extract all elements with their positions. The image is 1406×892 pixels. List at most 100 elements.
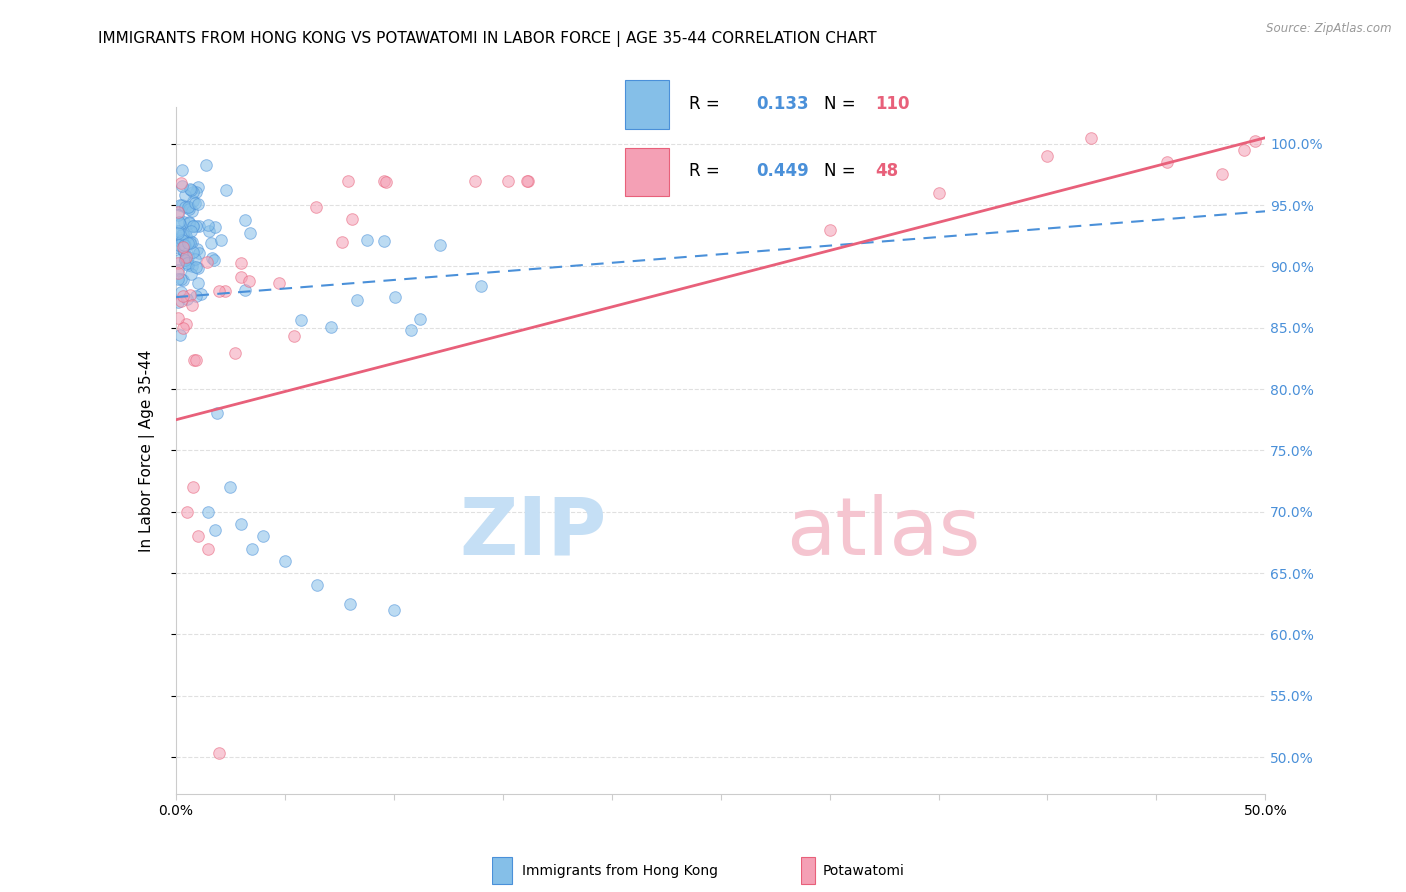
Point [186, 352, 208, 367]
Point [167, 224, 190, 238]
Point [170, 272, 193, 286]
Point [179, 288, 201, 302]
Point [179, 202, 201, 217]
Point [219, 480, 242, 494]
FancyBboxPatch shape [492, 857, 512, 884]
Point [208, 284, 231, 298]
Point [174, 228, 197, 243]
Point [307, 578, 329, 592]
Point [515, 173, 537, 188]
Point [200, 235, 222, 250]
Point [181, 245, 204, 260]
Point [190, 287, 212, 301]
Point [170, 176, 193, 190]
Point [167, 255, 190, 269]
Point [207, 406, 229, 420]
Point [173, 244, 195, 258]
Point [181, 219, 204, 233]
Point [173, 215, 195, 229]
Text: 0.449: 0.449 [756, 162, 810, 180]
FancyBboxPatch shape [801, 857, 815, 884]
Point [375, 175, 398, 189]
Point [184, 252, 207, 266]
Point [179, 234, 201, 248]
Point [1156, 155, 1178, 169]
Point [204, 523, 226, 537]
Point [252, 529, 274, 543]
Text: N =: N = [824, 95, 860, 113]
Point [167, 272, 190, 286]
Point [167, 208, 190, 222]
Point [238, 273, 260, 287]
Point [186, 529, 209, 543]
Point [172, 243, 194, 257]
Point [172, 179, 194, 194]
Point [181, 480, 204, 494]
Point [167, 263, 190, 277]
Point [177, 200, 200, 214]
Point [172, 272, 194, 286]
Point [214, 285, 236, 299]
Point [172, 227, 194, 242]
Point [176, 256, 198, 270]
Point [187, 180, 209, 194]
Point [176, 258, 198, 272]
Point [167, 241, 190, 255]
Point [197, 223, 219, 237]
Point [384, 290, 406, 304]
Point [181, 297, 204, 311]
Point [173, 238, 195, 252]
Point [176, 505, 198, 519]
Point [240, 541, 263, 556]
Point [167, 253, 190, 268]
Point [356, 233, 378, 247]
Point [184, 196, 207, 211]
Point [186, 289, 208, 303]
Point [181, 185, 204, 199]
Y-axis label: In Labor Force | Age 35-44: In Labor Force | Age 35-44 [139, 350, 155, 551]
Point [224, 345, 246, 359]
Point [169, 218, 191, 232]
Point [174, 200, 197, 214]
Point [231, 516, 253, 531]
Point [167, 294, 190, 309]
Point [470, 279, 492, 293]
Point [179, 236, 201, 251]
Point [177, 236, 200, 251]
Point [172, 288, 194, 302]
Point [197, 505, 219, 519]
Point [187, 277, 209, 291]
Text: N =: N = [824, 162, 860, 180]
Point [290, 313, 312, 327]
Point [181, 219, 204, 233]
Point [174, 223, 197, 237]
Text: R =: R = [689, 162, 725, 180]
Point [179, 181, 201, 195]
Point [167, 311, 190, 326]
Point [172, 240, 194, 254]
Point [186, 260, 208, 275]
Point [339, 597, 361, 611]
Point [184, 185, 207, 199]
Point [373, 173, 395, 188]
Point [186, 242, 208, 256]
Point [267, 276, 290, 290]
Point [409, 311, 432, 326]
Point [399, 322, 422, 336]
Point [1080, 130, 1102, 145]
Point [1211, 168, 1233, 182]
Point [382, 603, 405, 617]
Point [170, 294, 193, 309]
FancyBboxPatch shape [626, 80, 669, 128]
Text: atlas: atlas [786, 494, 980, 572]
Point [197, 541, 219, 556]
Point [187, 260, 209, 275]
FancyBboxPatch shape [626, 148, 669, 196]
Point [195, 255, 218, 269]
Text: ZIP: ZIP [458, 494, 606, 572]
Point [464, 173, 486, 188]
Point [172, 321, 194, 335]
Point [188, 219, 211, 234]
Point [177, 200, 200, 214]
Text: Potawatomi: Potawatomi [823, 863, 904, 878]
